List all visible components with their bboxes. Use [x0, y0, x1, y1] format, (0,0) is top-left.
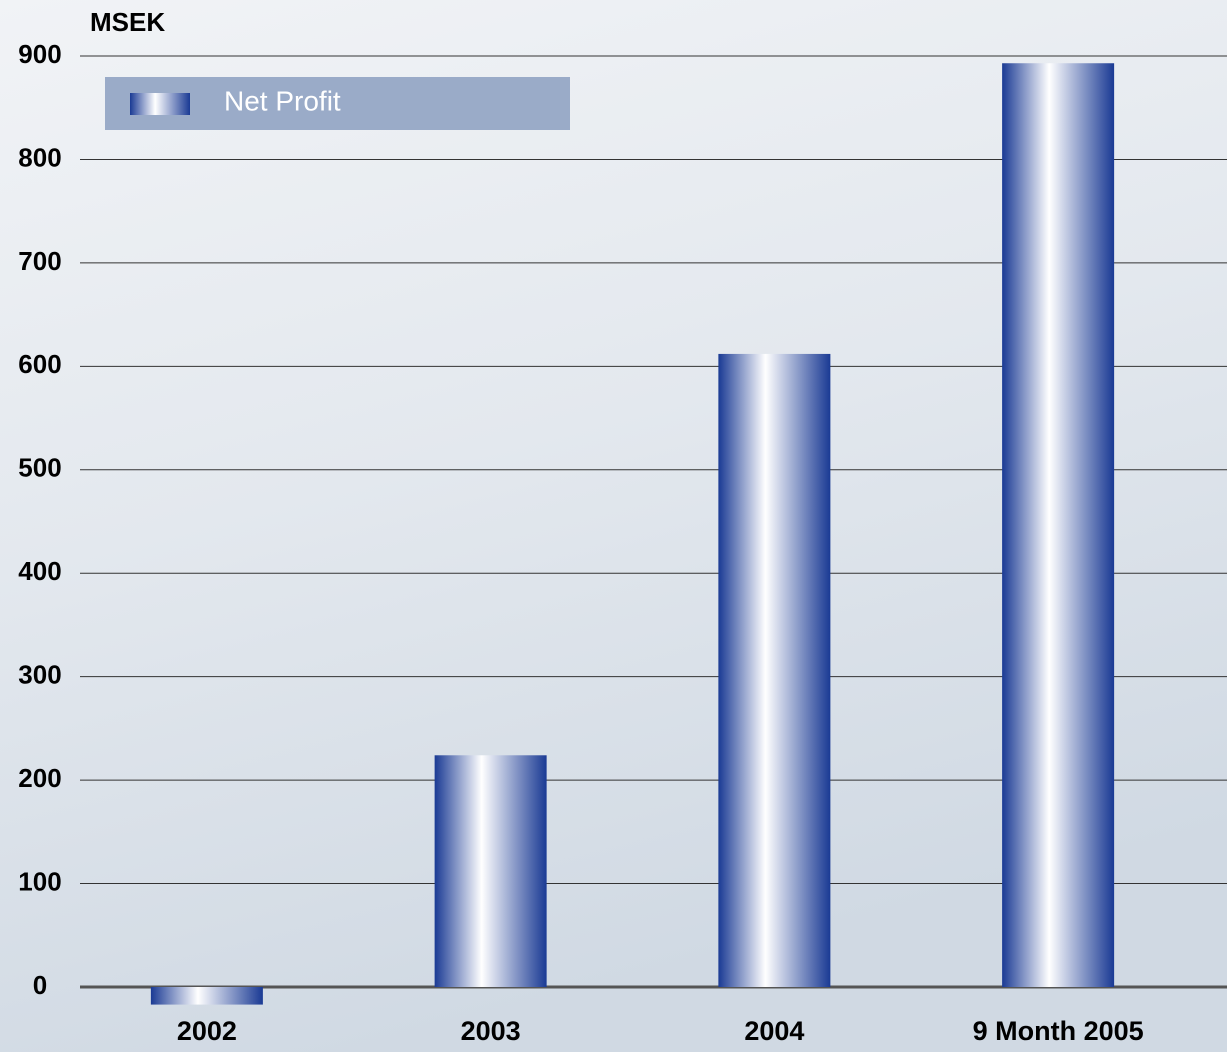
- y-tick-label: 0: [33, 970, 47, 1000]
- y-axis-label: MSEK: [90, 7, 165, 37]
- x-tick-label: 9 Month 2005: [973, 1016, 1144, 1046]
- y-tick-label: 700: [18, 246, 61, 276]
- x-tick-label: 2002: [177, 1016, 237, 1046]
- y-tick-label: 300: [18, 660, 61, 690]
- bar: [150, 987, 263, 1005]
- y-tick-label: 900: [18, 39, 61, 69]
- legend-label: Net Profit: [224, 85, 341, 116]
- bar: [1002, 63, 1115, 988]
- y-tick-label: 500: [18, 453, 61, 483]
- y-tick-label: 400: [18, 556, 61, 586]
- x-tick-label: 2004: [744, 1016, 804, 1046]
- x-tick-label: 2003: [461, 1016, 521, 1046]
- bar: [434, 755, 547, 987]
- y-tick-label: 600: [18, 349, 61, 379]
- legend-swatch: [130, 93, 190, 115]
- y-tick-label: 100: [18, 866, 61, 896]
- bar: [718, 353, 831, 987]
- y-tick-label: 800: [18, 142, 61, 172]
- y-tick-label: 200: [18, 763, 61, 793]
